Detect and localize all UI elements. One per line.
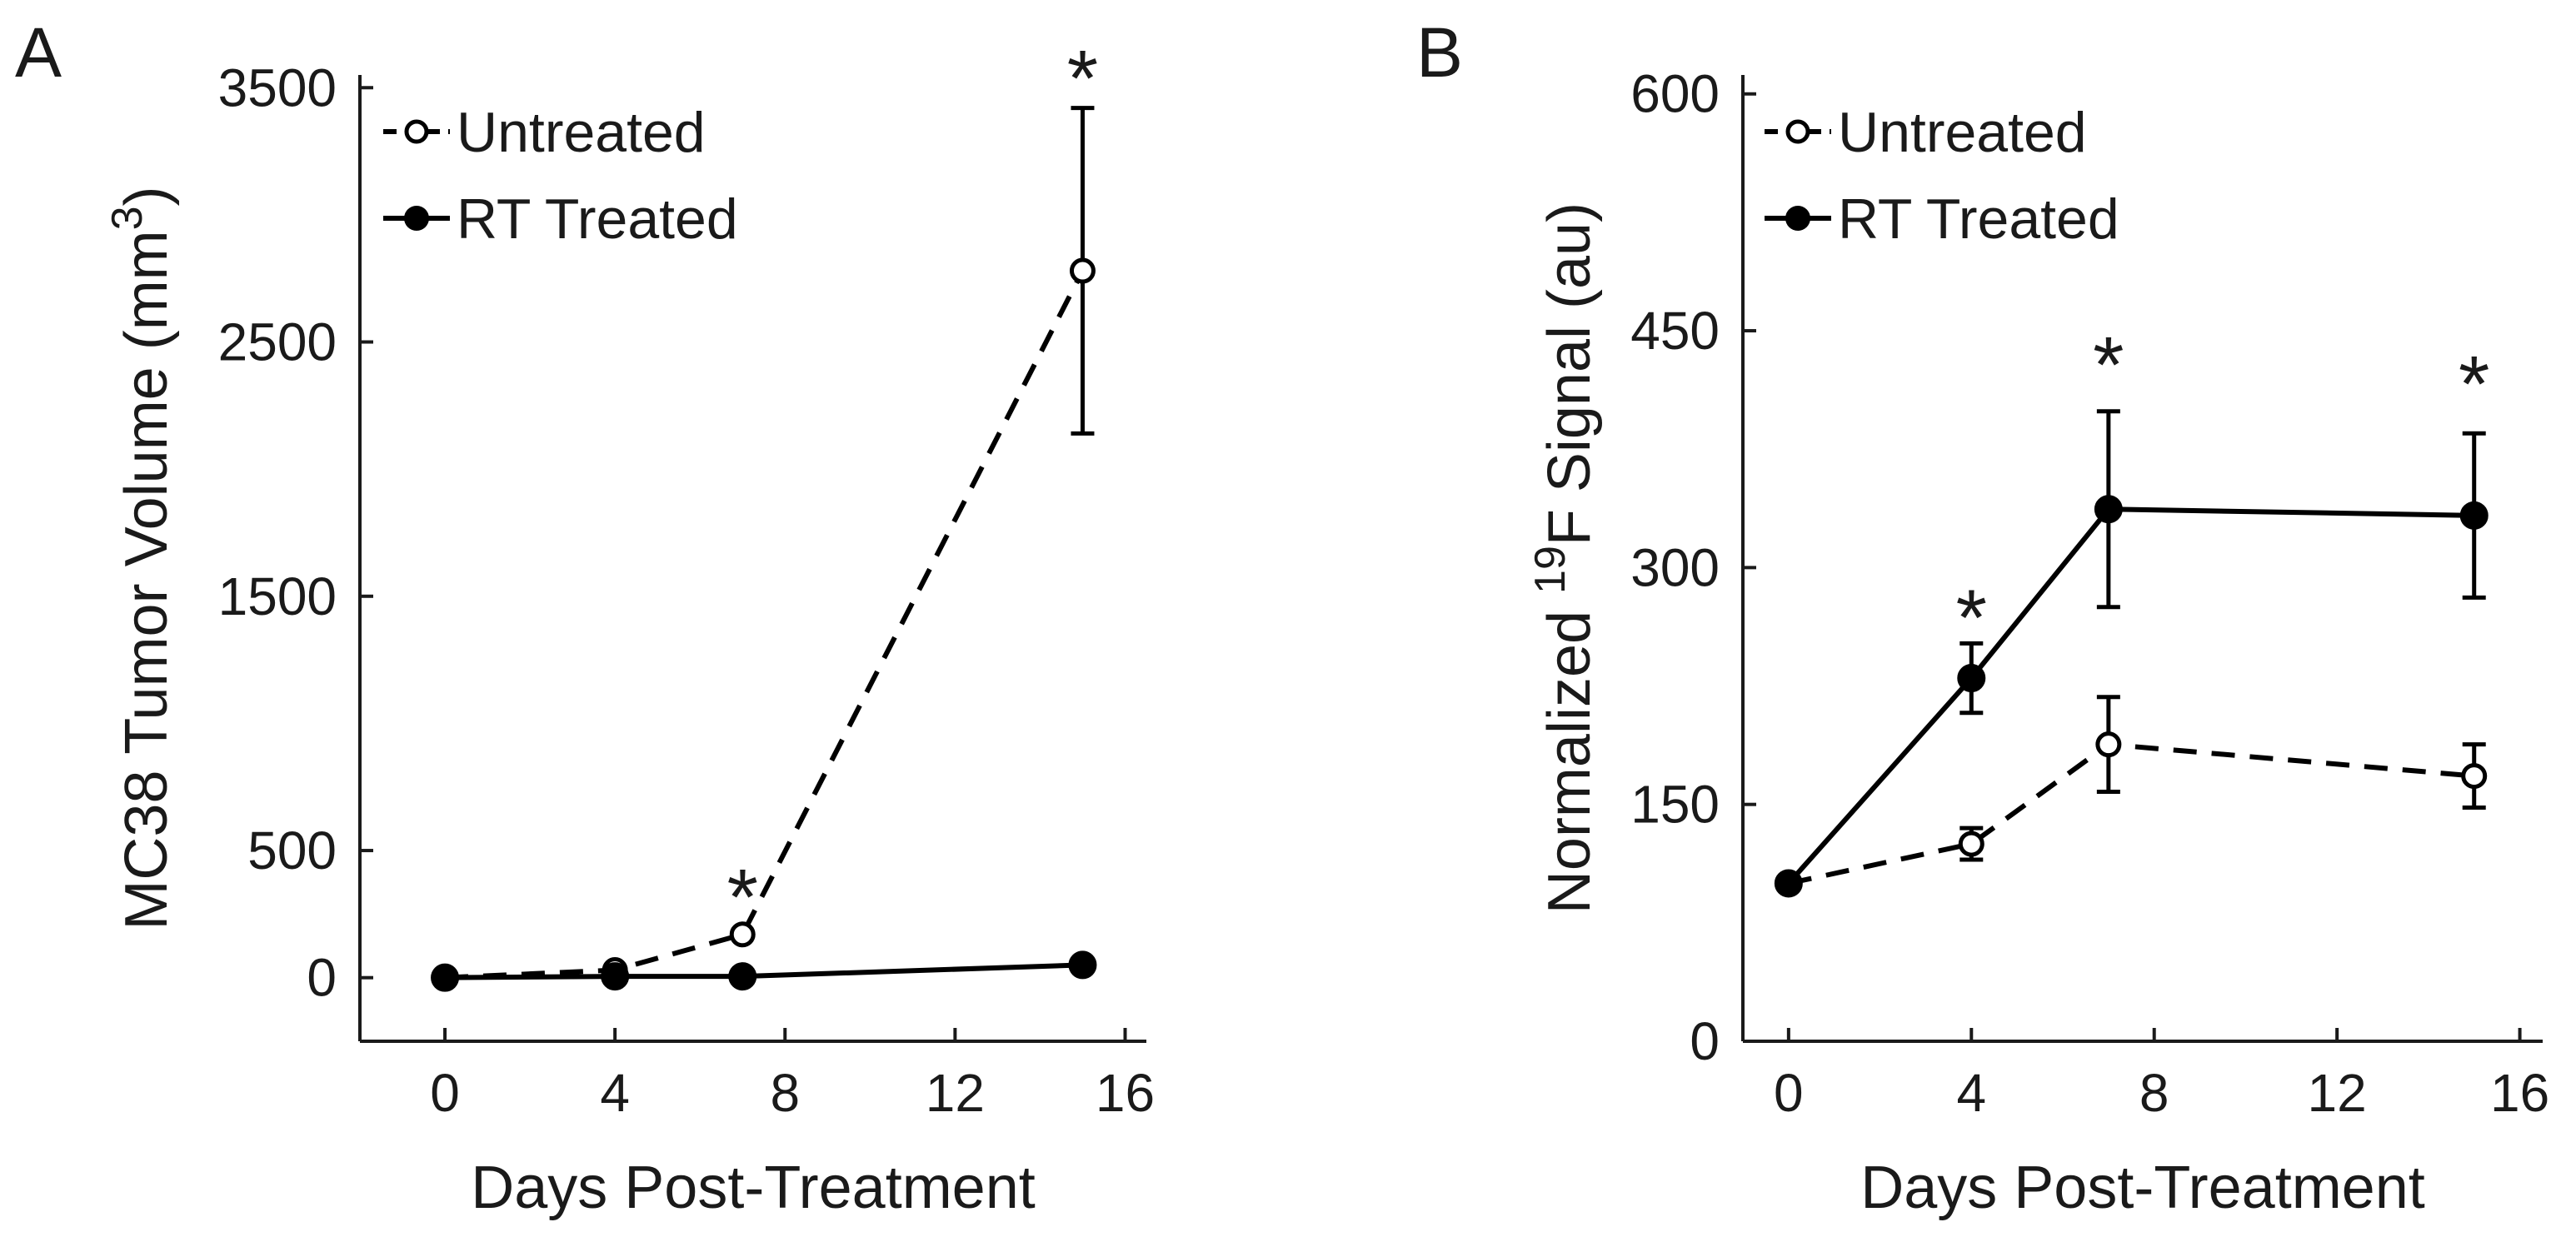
legend-item: RT Treated (383, 187, 738, 251)
y-axis-title-main: F Signal (au) (1536, 202, 1603, 546)
y-axis-title-prefix: Normalized (1536, 594, 1603, 914)
significance-star: * (727, 853, 758, 942)
data-point (431, 963, 460, 992)
x-tick-label: 16 (2490, 1063, 2549, 1123)
y-tick-label: 0 (307, 948, 337, 1008)
x-tick-label: 12 (926, 1063, 985, 1123)
data-point (1958, 830, 1984, 857)
panel-a: A 0 4 8 12 16 0 500 1500 2500 3500 Days Post-Treatm… (15, 13, 1155, 1221)
legend-item: Untreated (1765, 101, 2087, 164)
legend-label: RT Treated (1838, 187, 2119, 251)
significance-star: * (1067, 34, 1098, 123)
legend-marker (1785, 119, 1810, 144)
series-line (445, 962, 1083, 980)
data-point (1069, 257, 1096, 284)
series-line (1788, 741, 2474, 886)
data-point (2094, 495, 2123, 524)
legend: Untreated RT Treated (1765, 101, 2119, 251)
x-tick-label: 0 (430, 1063, 460, 1123)
panel-b: B 0 4 8 12 16 0 150 300 450 600 Days Post-Treatment… (1416, 13, 2549, 1221)
y-axis-title-superscript: 19 (1526, 546, 1575, 594)
data-point (729, 921, 756, 948)
legend: Untreated RT Treated (383, 101, 738, 251)
y-tick-label: 1500 (218, 566, 337, 626)
x-axis-title: Days Post-Treatment (1860, 1155, 2425, 1221)
data-point (1774, 869, 1803, 898)
x-tick-label: 0 (1774, 1063, 1804, 1123)
legend-marker (404, 119, 429, 144)
y-tick-label: 0 (1690, 1011, 1720, 1071)
legend-item: Untreated (383, 101, 706, 164)
x-tick-label: 16 (1096, 1063, 1155, 1123)
series-line (444, 269, 1086, 980)
y-tick-label: 150 (1630, 775, 1720, 835)
y-tick-label: 600 (1630, 64, 1720, 124)
data-point (2095, 731, 2122, 758)
data-point (2461, 763, 2488, 790)
y-axis-title-main: MC38 Tumor Volume (mm (113, 230, 180, 930)
series-rt-treated (431, 950, 1097, 992)
x-tick-label: 12 (2308, 1063, 2367, 1123)
y-tick-label: 300 (1630, 537, 1720, 597)
y-axis-title-suffix: ) (113, 186, 180, 206)
y-tick-label: 450 (1630, 301, 1720, 361)
y-tick-label: 3500 (218, 57, 337, 117)
legend-marker (404, 206, 429, 231)
data-point (728, 962, 757, 991)
x-tick-label: 4 (1956, 1063, 1986, 1123)
y-tick-label: 2500 (218, 312, 337, 372)
data-point (601, 962, 630, 991)
y-axis-title-superscript: 3 (103, 206, 152, 230)
x-axis-title: Days Post-Treatment (471, 1155, 1036, 1221)
series-untreated (1775, 695, 2488, 896)
legend-item: RT Treated (1765, 187, 2119, 251)
y-axis-title: Normalized 19F Signal (au) (1526, 202, 1603, 914)
x-tick-label: 8 (770, 1063, 800, 1123)
data-point (1068, 950, 1097, 980)
series-line (1786, 506, 2474, 885)
y-axis-title: MC38 Tumor Volume (mm3) (103, 186, 180, 930)
legend-marker (1785, 206, 1810, 231)
legend-label: Untreated (1838, 101, 2087, 164)
x-tick-label: 8 (2139, 1063, 2169, 1123)
series-rt-treated (1774, 409, 2489, 898)
panel-letter: A (15, 13, 62, 92)
x-tick-label: 4 (600, 1063, 630, 1123)
significance-star: * (1956, 573, 1987, 662)
panel-letter: B (1416, 13, 1463, 92)
significance-star: * (2459, 340, 2489, 429)
data-point (2459, 501, 2489, 530)
significance-star: * (2093, 321, 2124, 410)
legend-label: Untreated (457, 101, 706, 164)
legend-label: RT Treated (457, 187, 738, 251)
y-tick-label: 500 (247, 821, 337, 880)
data-point (1957, 664, 1986, 693)
